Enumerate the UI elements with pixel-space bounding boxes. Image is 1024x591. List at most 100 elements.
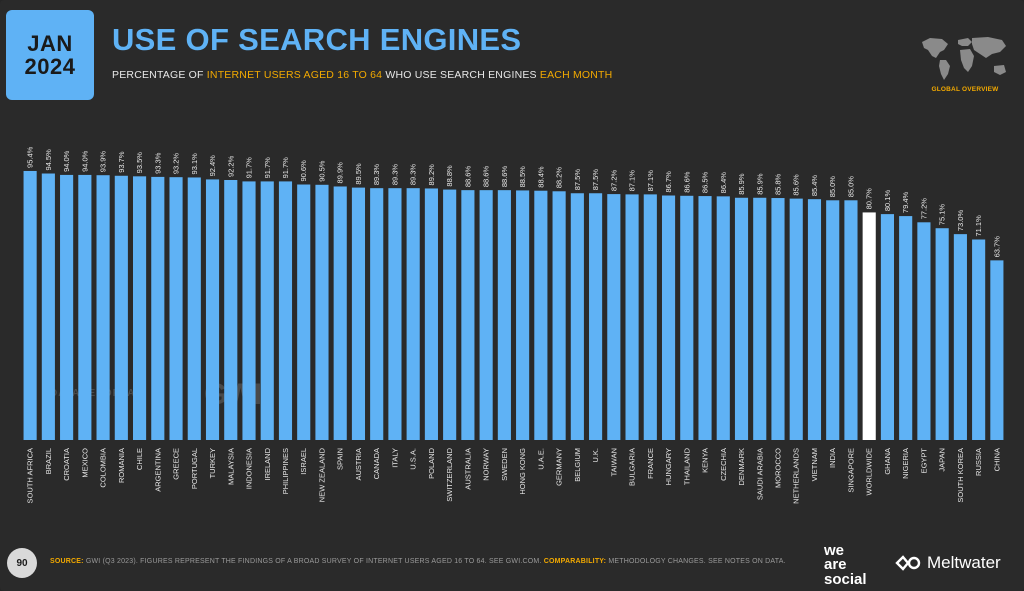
date-badge: JAN 2024 (6, 10, 94, 100)
data-label: 93.7% (117, 151, 126, 173)
category-label: U.A.E. (536, 448, 545, 470)
category-label: CHINA (992, 448, 1001, 471)
bar-vietnam (807, 199, 822, 440)
page-subtitle: PERCENTAGE OF INTERNET USERS AGED 16 TO … (112, 69, 612, 81)
data-label: 89.5% (354, 163, 363, 185)
bar-sweden (497, 190, 511, 440)
data-label: 88.4% (536, 166, 545, 188)
data-label: 85.4% (810, 175, 819, 197)
bar-mexico (78, 174, 92, 441)
bar-belgium (570, 193, 584, 440)
bar-australia (461, 190, 475, 440)
data-label: 77.2% (919, 198, 928, 220)
data-label: 93.2% (172, 153, 181, 175)
category-label: ARGENTINA (153, 448, 162, 492)
category-label: POLAND (427, 447, 436, 478)
data-label: 86.6% (682, 171, 691, 193)
data-label: 80.7% (865, 188, 874, 210)
data-label: 93.3% (153, 152, 162, 174)
data-label: 91.7% (263, 157, 272, 179)
data-label: 87.5% (591, 169, 600, 191)
data-label: 85.9% (737, 173, 746, 195)
bar-germany (552, 191, 566, 440)
data-label: 75.1% (938, 204, 947, 226)
date-month: JAN (27, 30, 73, 56)
data-label: 85.0% (828, 176, 837, 198)
category-label: SINGAPORE (846, 448, 855, 493)
category-label: COLOMBIA (99, 448, 108, 488)
category-label: ROMANIA (117, 448, 126, 483)
comparability-label: COMPARABILITY: (543, 558, 607, 565)
bar-egypt (917, 222, 931, 440)
bar-taiwan (607, 194, 621, 440)
data-label: 92.2% (226, 155, 235, 177)
bar-austria (351, 187, 366, 440)
date-year: 2024 (24, 54, 76, 79)
category-label: AUSTRALIA (463, 448, 472, 490)
bar-hungary (661, 195, 676, 440)
category-label: RUSSIA (974, 448, 983, 476)
category-label: VIETNAM (810, 448, 819, 481)
category-label: TURKEY (208, 448, 217, 478)
category-label: SOUTH AFRICA (26, 448, 35, 503)
data-label: 95.4% (26, 146, 35, 168)
category-label: NETHERLANDS (792, 448, 801, 504)
data-label: 87.1% (646, 170, 655, 192)
category-label: BELGIUM (573, 448, 582, 482)
data-label: 89.3% (409, 164, 418, 186)
source-text: GWI (Q3 2023). FIGURES REPRESENT THE FIN… (83, 558, 544, 565)
bar-u-a-e- (534, 190, 548, 440)
we-are-social-logo: we are social (824, 542, 884, 588)
category-label: NIGERIA (901, 448, 910, 479)
bar-u-k- (589, 193, 603, 440)
category-label: HONG KONG (518, 448, 527, 495)
bar-saudi-arabia (753, 197, 767, 440)
bar-brazil (41, 173, 55, 440)
bar-argentina (151, 176, 165, 440)
bar-philippines (278, 181, 293, 440)
meltwater-text: Meltwater (927, 553, 1001, 572)
data-label: 88.5% (518, 166, 527, 188)
data-label: 93.9% (99, 151, 108, 173)
data-label: 93.1% (190, 153, 199, 175)
bar-worldwide (862, 212, 876, 440)
bar-south-korea (953, 234, 967, 440)
category-label: MEXICO (80, 448, 89, 478)
category-label: CZECHIA (719, 448, 728, 481)
bar-indonesia (242, 181, 256, 440)
category-label: PHILIPPINES (281, 448, 290, 494)
subtitle-part: INTERNET USERS AGED 16 TO 64 (206, 69, 383, 81)
category-label: KENYA (701, 448, 710, 473)
data-label: 86.5% (701, 171, 710, 193)
category-label: SWEDEN (500, 448, 509, 481)
logo-we: we (824, 542, 845, 559)
data-label: 89.2% (427, 164, 436, 186)
bar-israel (297, 184, 311, 440)
world-map-icon (916, 32, 1012, 82)
logo-social: social (824, 570, 867, 588)
bar-nigeria (899, 216, 913, 440)
category-label: INDONESIA (245, 448, 254, 489)
bar-singapore (844, 200, 858, 440)
category-label: IRELAND (263, 447, 272, 480)
data-label: 89.3% (390, 164, 399, 186)
bar-china (990, 260, 1004, 440)
data-label: 79.4% (901, 191, 910, 213)
data-label: 93.5% (135, 152, 144, 174)
logo-are: are (824, 556, 847, 574)
bar-czechia (716, 196, 730, 440)
category-label: JAPAN (938, 448, 947, 472)
data-label: 88.8% (445, 165, 454, 187)
datareportal-watermark: DATAREPORTAL (50, 388, 143, 399)
bar-new-zealand (315, 184, 329, 440)
data-label: 71.1% (974, 215, 983, 237)
data-label: 86.4% (719, 172, 728, 194)
subtitle-part: WHO USE SEARCH ENGINES (382, 69, 540, 81)
category-label: HUNGARY (664, 448, 673, 485)
category-label: ISRAEL (299, 448, 308, 475)
category-label: DENMARK (737, 448, 746, 486)
bar-croatia (60, 174, 74, 441)
category-label: CROATIA (62, 448, 71, 481)
data-label: 87.2% (609, 170, 618, 192)
